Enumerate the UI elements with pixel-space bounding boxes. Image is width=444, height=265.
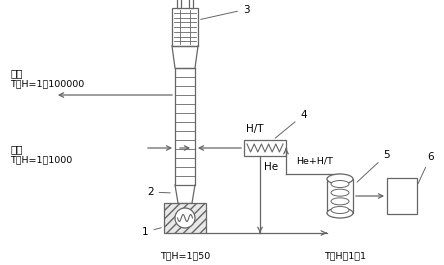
Text: 3: 3 [201,5,250,19]
Text: H/T: H/T [246,124,263,134]
Ellipse shape [331,180,349,188]
Ellipse shape [331,198,349,205]
Bar [189,0,193,8]
Text: 6: 6 [418,152,434,183]
Circle shape [175,208,195,228]
Text: T：H=1：50: T：H=1：50 [160,251,210,260]
Bar [244,140,286,156]
Text: 原料: 原料 [10,144,23,154]
Bar [164,203,206,233]
Ellipse shape [331,189,349,196]
Text: T：H＞1：1: T：H＞1：1 [324,251,366,260]
Text: He+H/T: He+H/T [296,157,333,166]
Bar [387,178,417,214]
Bar [327,179,353,213]
Bar [172,8,198,46]
Text: 5: 5 [357,150,390,182]
Bar [177,0,181,8]
Bar [175,68,195,185]
Ellipse shape [327,174,353,184]
Text: T：H=1：100000: T：H=1：100000 [10,79,84,88]
Text: 4: 4 [275,110,307,138]
Text: He: He [264,162,278,172]
Ellipse shape [327,208,353,218]
Text: 尾气: 尾气 [10,68,23,78]
Ellipse shape [331,206,349,214]
Text: T：H=1：1000: T：H=1：1000 [10,155,72,164]
Text: 2: 2 [147,187,170,197]
Text: 1: 1 [142,227,161,237]
